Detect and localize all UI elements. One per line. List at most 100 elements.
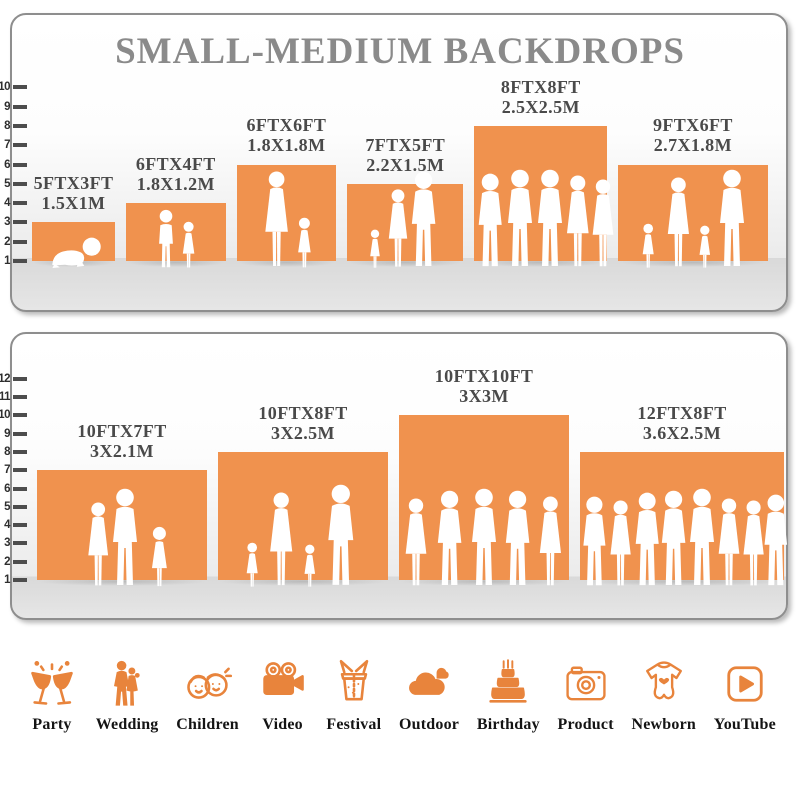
page-title: SMALL-MEDIUM BACKDROPS — [115, 31, 685, 72]
category-label: Video — [262, 716, 303, 733]
category-label: Children — [176, 716, 239, 733]
ruler-tick-label: 5 — [4, 177, 10, 190]
ruler-tick-label: 12 — [0, 372, 11, 385]
product-icon — [560, 658, 612, 710]
ruler-tick — [13, 201, 27, 206]
group-shadow — [474, 258, 608, 267]
person-silhouette-man — [105, 488, 145, 588]
category-label: YouTube — [713, 716, 776, 733]
size-feet-text: 6FTX4FT — [135, 153, 216, 174]
youtube-icon — [719, 658, 771, 710]
size-feet-text: 6FTX6FT — [246, 115, 327, 136]
ruler-tick-label: 11 — [0, 391, 11, 403]
person-silhouette-woman — [257, 171, 296, 269]
ruler-tick-label: 2 — [4, 235, 10, 248]
ruler-tick-label: 7 — [4, 139, 10, 152]
category-item-youtube: YouTube — [714, 658, 776, 734]
ruler-tick — [13, 239, 27, 244]
group-shadow — [126, 258, 226, 267]
size-feet-text: 5FTX3FT — [33, 173, 114, 194]
ruler-tick — [13, 523, 27, 528]
backdrop-size-label: 12FTX8FT 3.6X2.5M — [637, 403, 726, 443]
outdoor-icon — [403, 658, 455, 710]
person-silhouette-woman — [585, 179, 621, 269]
group-shadow — [618, 258, 768, 267]
backdrop-size-label: 10FTX8FT 3X2.5M — [258, 403, 347, 443]
size-feet-text: 10FTX8FT — [258, 402, 348, 423]
person-silhouette-boy — [154, 209, 178, 269]
person-silhouette-woman — [660, 177, 697, 269]
ruler-tick — [13, 578, 27, 582]
backdrop-size-label: 6FTX6FT 1.8X1.8M — [246, 115, 326, 155]
person-silhouette-girl — [367, 229, 383, 269]
size-meters-text: 2.7X1.8M — [653, 135, 732, 156]
size-meters-text: 3.6X2.5M — [642, 422, 722, 443]
ruler-tick — [13, 181, 27, 186]
size-meters-text: 3X3M — [459, 386, 509, 407]
backdrop-size-label: 8FTX8FT 2.5X2.5M — [501, 77, 581, 117]
size-meters-text: 1.8X1.8M — [247, 135, 326, 156]
backdrop-size-label: 7FTX5FT 2.2X1.5M — [365, 135, 445, 175]
ruler-tick — [13, 162, 27, 167]
ruler-tick — [13, 541, 27, 546]
size-meters-text: 1.8X1.2M — [136, 173, 215, 194]
festival-icon — [328, 658, 380, 710]
ruler-tick — [13, 486, 27, 491]
backdrop-bar — [218, 451, 388, 580]
size-feet-text: 9FTX6FT — [652, 115, 733, 136]
birthday-icon — [482, 658, 534, 710]
party-icon — [26, 658, 78, 710]
newborn-icon — [638, 658, 690, 710]
ruler-tick — [13, 376, 27, 381]
backdrop-bar — [126, 203, 226, 261]
ruler-tick-label: 6 — [4, 158, 10, 171]
category-label: Birthday — [476, 716, 540, 733]
ruler-tick-label: 9 — [4, 100, 10, 113]
ruler-tick — [13, 220, 27, 225]
category-label: Wedding — [95, 716, 159, 733]
ruler-tick-label: 4 — [4, 197, 10, 210]
group-shadow — [347, 258, 464, 267]
group-shadow — [399, 577, 569, 586]
size-feet-text: 7FTX5FT — [365, 134, 446, 155]
ruler-tick — [13, 559, 27, 564]
ruler-tick-label: 9 — [4, 427, 10, 440]
backdrop-bar — [236, 164, 337, 261]
size-feet-text: 10FTX7FT — [77, 420, 167, 441]
category-label: Product — [557, 716, 614, 733]
ruler-tick-label: 8 — [4, 119, 10, 132]
category-label: Festival — [326, 716, 382, 733]
category-item-newborn: Newborn — [631, 658, 696, 734]
category-item-product: Product — [558, 658, 614, 734]
ruler-tick-label: 1 — [4, 255, 10, 267]
ruler-tick-label: 6 — [4, 482, 10, 495]
person-silhouette-woman — [262, 492, 300, 588]
size-meters-text: 2.2X1.5M — [366, 154, 445, 175]
ruler-tick-label: 10 — [0, 409, 11, 422]
group-shadow — [218, 577, 388, 586]
ruler-tick-label: 3 — [4, 537, 10, 550]
person-silhouette-woman — [398, 498, 434, 588]
category-item-party: Party — [26, 658, 78, 734]
person-silhouette-girl — [301, 544, 319, 588]
ruler-tick-label: 4 — [4, 519, 10, 532]
category-label: Outdoor — [399, 716, 460, 733]
category-item-birthday: Birthday — [477, 658, 540, 734]
wedding-icon — [101, 658, 153, 710]
backdrop-size-label: 10FTX10FT 3X3M — [435, 366, 534, 406]
category-icon-row: Party Wedding Children Video Festival Outdoor… — [26, 658, 776, 734]
category-label: Newborn — [631, 716, 696, 733]
size-meters-text: 3X2.1M — [90, 441, 154, 462]
category-item-video: Video — [257, 658, 309, 734]
ruler-tick — [13, 259, 27, 263]
backdrop-size-label: 10FTX7FT 3X2.1M — [77, 421, 166, 461]
person-silhouette-man — [404, 171, 443, 269]
backdrop-size-label: 6FTX4FT 1.8X1.2M — [136, 154, 216, 194]
person-silhouette-woman — [532, 496, 569, 588]
ruler-tick — [13, 104, 27, 109]
ruler-tick — [13, 395, 27, 399]
category-item-outdoor: Outdoor — [399, 658, 459, 734]
medium-backdrops-panel: 1 2 3 4 5 6 7 8 9 10 11 12 10FTX7FT 3X2.1M 10FTX8FT 3X2… — [0, 332, 788, 620]
ruler-tick — [13, 413, 27, 418]
